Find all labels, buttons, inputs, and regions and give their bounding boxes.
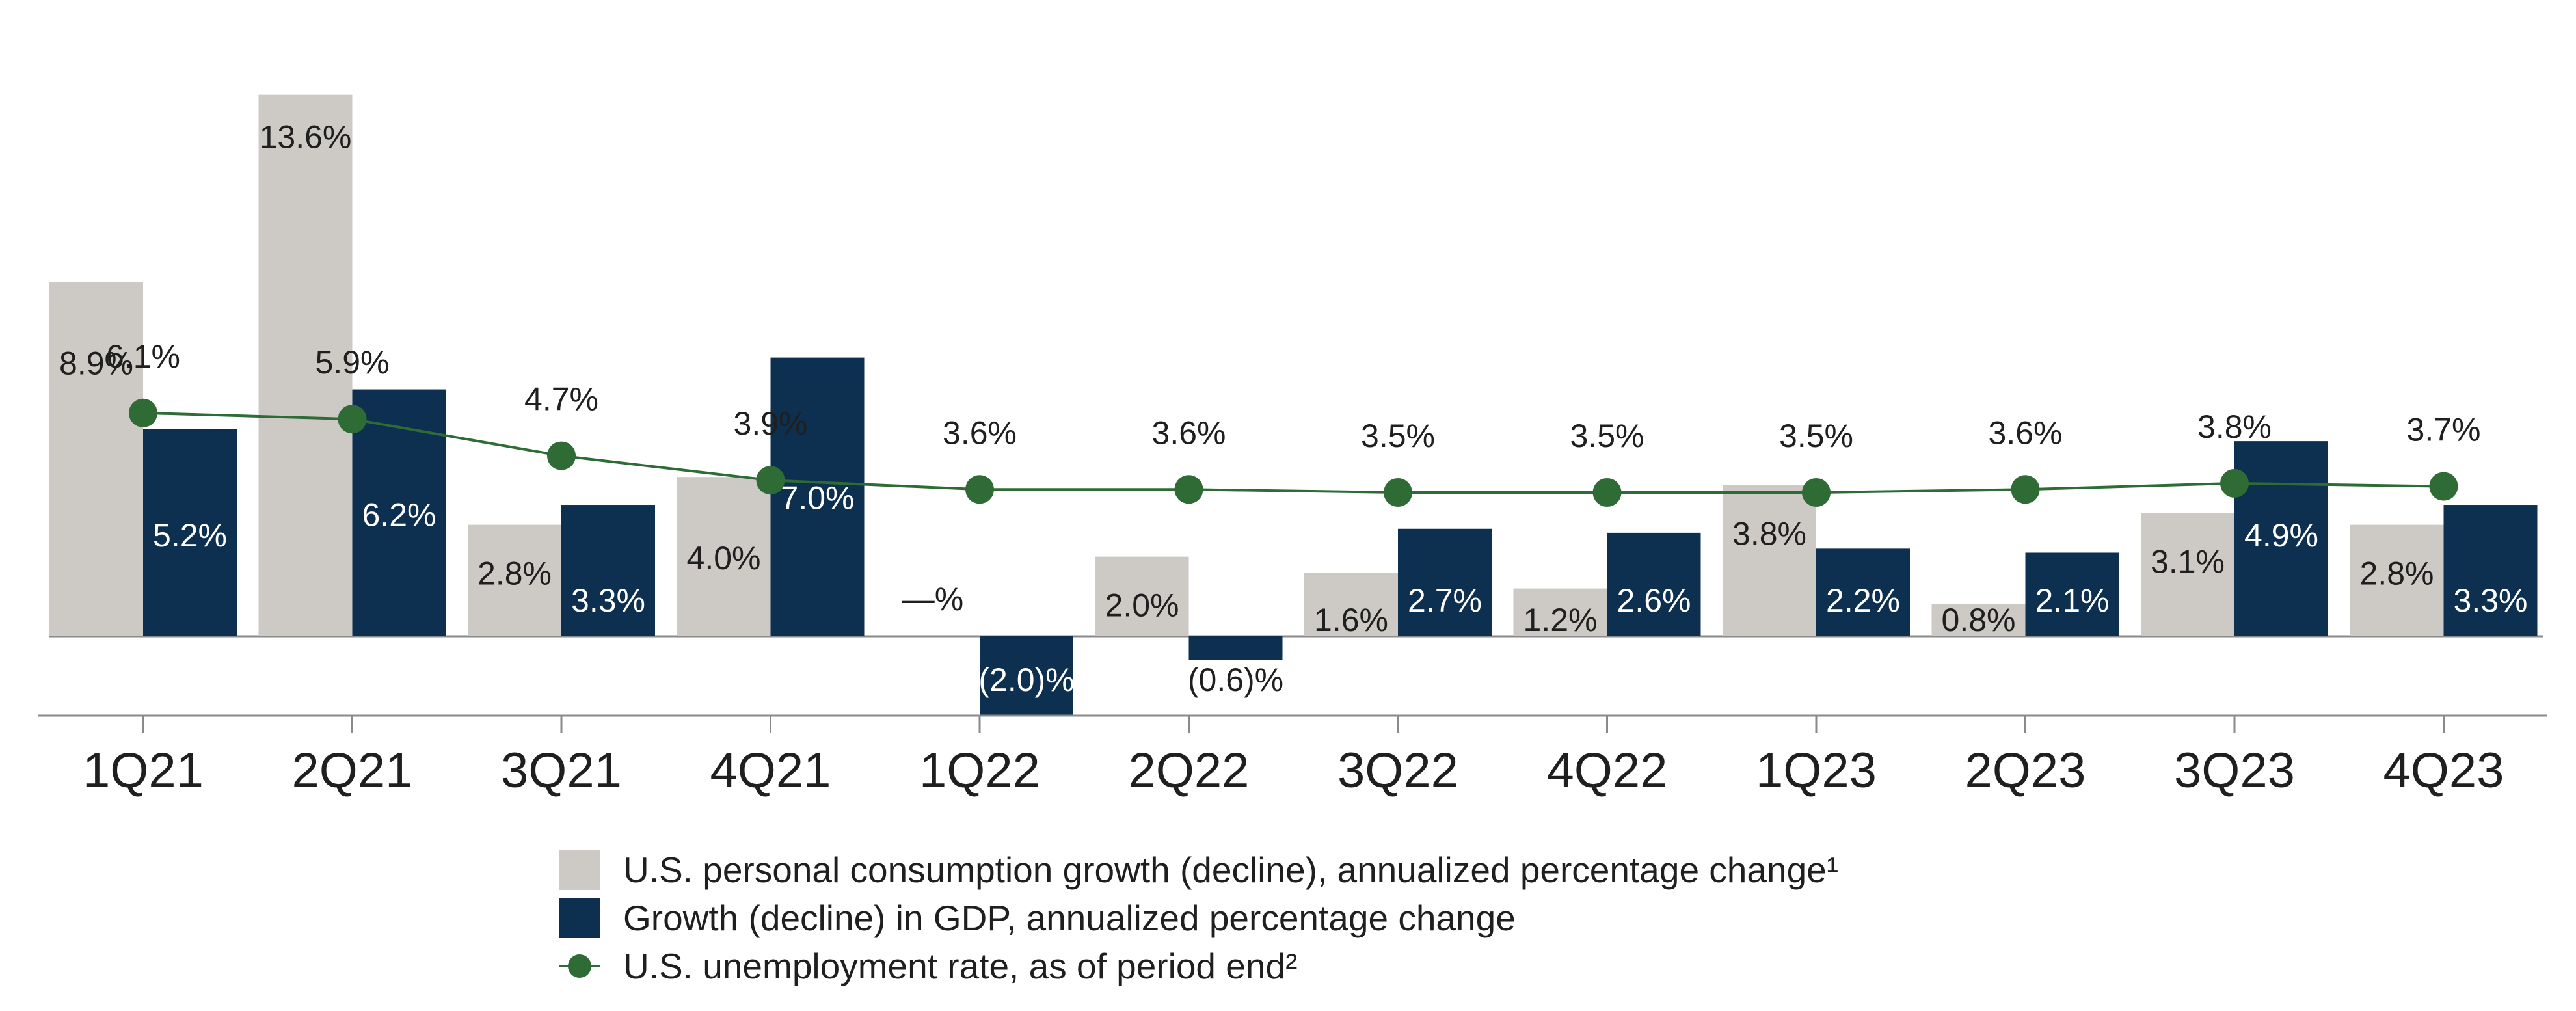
data-label-consumption-4Q21: 4.0%	[687, 540, 761, 576]
data-label-unemployment-4Q23: 3.7%	[2407, 412, 2481, 448]
data-label-unemployment-3Q23: 3.8%	[2197, 409, 2272, 445]
x-tick-label-4Q23: 4Q23	[2383, 743, 2504, 798]
data-label-consumption-2Q23: 0.8%	[1942, 602, 2016, 638]
bar-consumption-2Q22	[1095, 556, 1189, 636]
data-label-gdp-4Q23: 3.3%	[2454, 582, 2528, 619]
unemployment-point-3Q23	[2220, 468, 2249, 498]
x-tick-label-2Q21: 2Q21	[292, 743, 413, 798]
legend-swatch-gdp	[559, 898, 600, 938]
bar-gdp-1Q23	[1816, 548, 1910, 636]
bar-consumption-2Q23	[1931, 604, 2026, 636]
unemployment-point-3Q22	[1384, 478, 1412, 507]
x-tick-label-3Q21: 3Q21	[501, 743, 622, 798]
data-label-gdp-4Q22: 2.6%	[1617, 582, 1691, 619]
bar-consumption-1Q21	[49, 282, 143, 636]
unemployment-point-2Q21	[338, 405, 367, 434]
data-label-consumption-3Q22: 1.6%	[1314, 602, 1388, 638]
unemployment-point-1Q22	[965, 475, 994, 504]
data-label-consumption-4Q22: 1.2%	[1523, 602, 1598, 638]
data-label-consumption-1Q23: 3.8%	[1732, 515, 1806, 552]
bar-consumption-2Q21	[258, 94, 353, 636]
x-tick-label-4Q21: 4Q21	[710, 743, 831, 798]
x-tick-label-3Q22: 3Q22	[1337, 743, 1458, 798]
legend-label-gdp: Growth (decline) in GDP, annualized perc…	[623, 898, 1516, 938]
bar-gdp-2Q23	[2025, 552, 2119, 636]
data-label-gdp-1Q22: (2.0)%	[978, 662, 1074, 698]
bar-consumption-4Q23	[2350, 524, 2444, 636]
unemployment-point-1Q21	[129, 398, 157, 427]
data-label-unemployment-2Q23: 3.6%	[1989, 414, 2063, 451]
data-label-gdp-3Q21: 3.3%	[571, 582, 645, 619]
x-tick-label-2Q23: 2Q23	[1965, 743, 2086, 798]
bar-gdp-4Q21	[770, 357, 865, 636]
data-label-consumption-4Q23: 2.8%	[2360, 556, 2434, 592]
bar-gdp-1Q21	[143, 429, 237, 636]
data-label-gdp-2Q22: (0.6)%	[1188, 662, 1283, 698]
bar-gdp-1Q22	[980, 636, 1073, 716]
data-label-gdp-1Q21: 5.2%	[153, 517, 227, 554]
bar-consumption-3Q22	[1304, 573, 1398, 636]
bar-consumption-4Q21	[677, 477, 771, 636]
data-label-unemployment-2Q22: 3.6%	[1152, 414, 1226, 451]
x-tick-label-2Q22: 2Q22	[1129, 743, 1250, 798]
x-tick-label-3Q23: 3Q23	[2174, 743, 2295, 798]
unemployment-point-1Q23	[1802, 478, 1831, 507]
unemployment-point-2Q23	[2011, 475, 2040, 504]
data-label-unemployment-3Q22: 3.5%	[1361, 418, 1435, 454]
data-label-gdp-2Q23: 2.1%	[2035, 582, 2110, 619]
legend-label-unemployment: U.S. unemployment rate, as of period end…	[623, 946, 1298, 986]
bar-consumption-3Q23	[2141, 513, 2234, 636]
legend: U.S. personal consumption growth (declin…	[559, 846, 2251, 990]
bar-gdp-2Q22	[1188, 636, 1283, 660]
bar-consumption-1Q23	[1723, 485, 1816, 636]
bar-gdp-3Q23	[2234, 441, 2328, 636]
data-label-unemployment-1Q22: 3.6%	[943, 414, 1017, 451]
data-label-consumption-1Q22: —%	[902, 581, 963, 617]
unemployment-line	[142, 411, 2444, 494]
data-label-consumption-3Q21: 2.8%	[477, 556, 552, 592]
x-tick-label-1Q23: 1Q23	[1756, 743, 1877, 798]
bar-gdp-3Q22	[1398, 528, 1492, 636]
legend-swatch-consumption	[559, 850, 600, 890]
data-label-consumption-2Q21: 13.6%	[260, 119, 352, 155]
data-label-unemployment-2Q21: 5.9%	[315, 344, 390, 381]
unemployment-point-2Q22	[1174, 475, 1203, 504]
bar-gdp-3Q21	[561, 505, 655, 636]
bar-consumption-3Q21	[468, 524, 561, 636]
data-label-unemployment-4Q22: 3.5%	[1570, 418, 1644, 454]
data-label-gdp-3Q22: 2.7%	[1408, 582, 1482, 619]
data-label-unemployment-1Q21: 6.1%	[106, 338, 180, 375]
data-label-gdp-2Q21: 6.2%	[362, 497, 436, 533]
x-tick-label-1Q21: 1Q21	[83, 743, 204, 798]
bar-gdp-4Q23	[2443, 505, 2538, 636]
x-tick-label-4Q22: 4Q22	[1547, 743, 1668, 798]
legend-item-unemployment: U.S. unemployment rate, as of period end…	[559, 942, 2251, 990]
legend-label-consumption: U.S. personal consumption growth (declin…	[623, 850, 1839, 890]
data-label-unemployment-1Q23: 3.5%	[1779, 418, 1853, 454]
data-label-consumption-3Q23: 3.1%	[2151, 543, 2225, 580]
unemployment-point-3Q21	[547, 441, 576, 470]
legend-item-gdp: Growth (decline) in GDP, annualized perc…	[559, 894, 2251, 942]
bar-gdp-2Q21	[352, 389, 446, 636]
bar-gdp-4Q22	[1607, 532, 1701, 636]
data-label-gdp-4Q21: 7.0%	[781, 480, 855, 517]
data-label-consumption-2Q22: 2.0%	[1105, 587, 1179, 624]
unemployment-point-4Q21	[756, 466, 785, 495]
bar-consumption-4Q22	[1513, 588, 1607, 636]
data-label-consumption-1Q21: 8.9%	[59, 345, 133, 381]
data-label-unemployment-3Q21: 4.7%	[524, 381, 598, 418]
unemployment-point-4Q22	[1592, 478, 1622, 507]
x-tick-label-1Q22: 1Q22	[919, 743, 1040, 798]
unemployment-point-4Q23	[2429, 472, 2458, 501]
legend-item-consumption: U.S. personal consumption growth (declin…	[559, 846, 2251, 894]
legend-swatch-unemployment	[559, 946, 600, 986]
data-label-gdp-3Q23: 4.9%	[2244, 517, 2318, 554]
data-label-unemployment-4Q21: 3.9%	[734, 405, 808, 442]
data-label-gdp-1Q23: 2.2%	[1826, 582, 1900, 619]
